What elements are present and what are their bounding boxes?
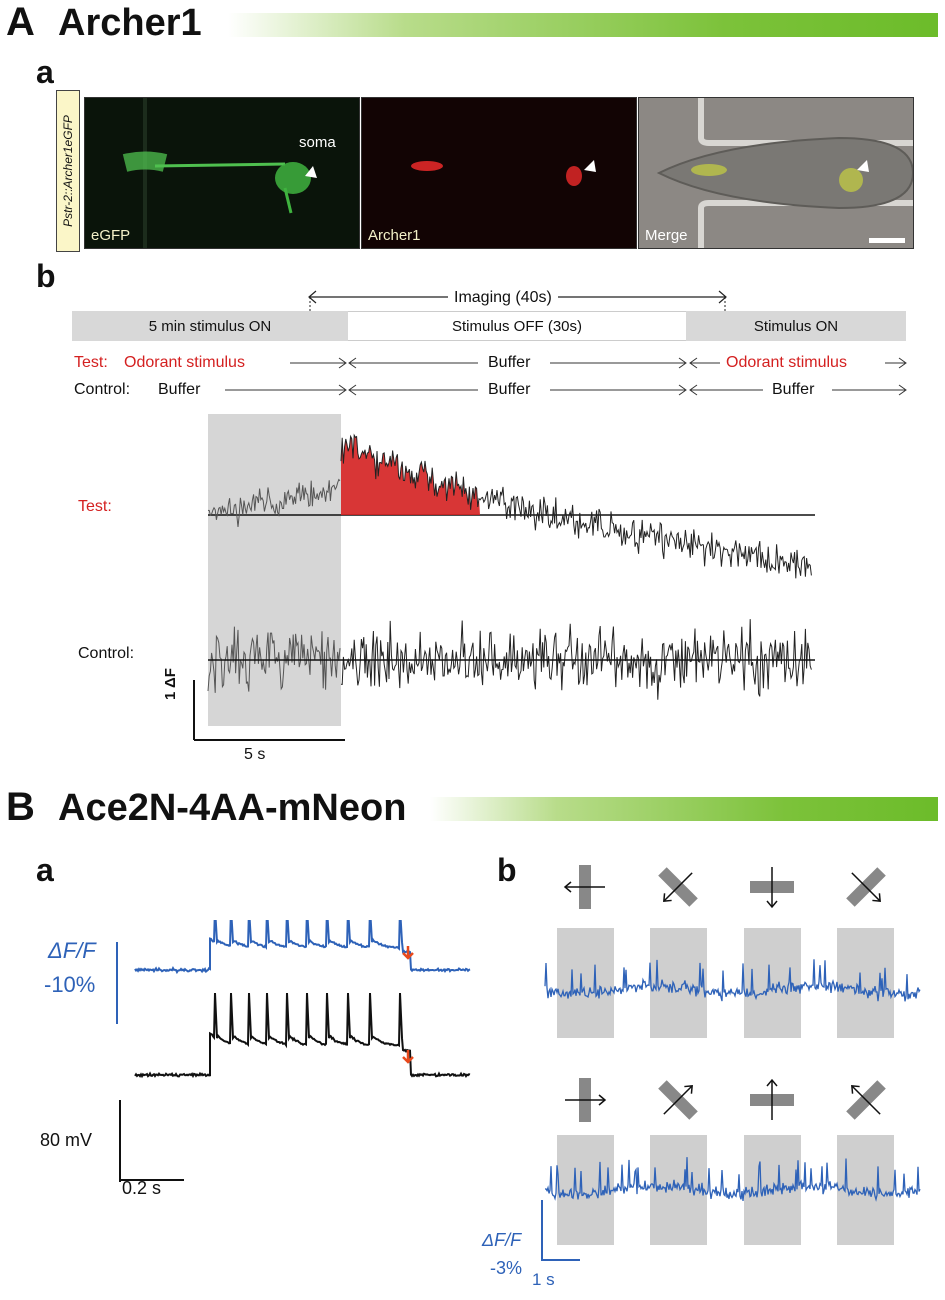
stim-block-top-1 — [650, 928, 707, 1038]
timeline-stimulus-on-2: Stimulus ON — [686, 311, 906, 341]
condition-arrows — [225, 357, 907, 396]
stop-arrow-1 — [402, 1050, 414, 1064]
merge-label: Merge — [645, 227, 688, 244]
control-row-item2: Buffer — [488, 381, 531, 398]
test-row-item1: Odorant stimulus — [124, 354, 245, 371]
panel-b-header-bar — [430, 797, 938, 821]
scale-x-label-a: 5 s — [244, 746, 266, 763]
archer1-image: Archer1 — [361, 97, 637, 249]
egfp-label: eGFP — [91, 227, 131, 244]
panel-a-sub-a: a — [36, 54, 54, 90]
stop-arrow-0 — [402, 946, 414, 960]
test-row-item3: Odorant stimulus — [726, 354, 847, 371]
ba-time-label: 0.2 s — [122, 1178, 162, 1198]
bb-time-label: 1 s — [532, 1270, 555, 1289]
soma-label: soma — [299, 134, 336, 151]
archer-traces — [207, 433, 815, 700]
ba-mv-label: 80 mV — [40, 1130, 93, 1150]
test-trace-pre — [207, 478, 341, 527]
test-trace-post — [340, 433, 812, 579]
ace-b-traces — [541, 865, 921, 1261]
construct-label: Pstr-2::Archer1eGFP — [56, 90, 80, 252]
panel-a-letter: A — [6, 0, 35, 44]
bb-y-label-1: ΔF/F — [482, 1230, 522, 1250]
control-trace-pre — [207, 626, 341, 693]
timeline-stimulus-off: Stimulus OFF (30s) — [348, 311, 686, 341]
test-row-prefix: Test: — [74, 354, 108, 371]
test-row-item2: Buffer — [488, 354, 531, 371]
bb-scale-bar — [541, 1200, 580, 1261]
egfp-image: eGFP soma — [84, 97, 360, 249]
stim-block-top-0 — [557, 928, 614, 1038]
ace-b-trace-top — [544, 959, 921, 1002]
stim-block-bottom-3 — [837, 1135, 894, 1245]
imaging-label: Imaging (40s) — [448, 289, 558, 307]
panel-b-sub-a: a — [36, 852, 54, 888]
ba-black-scale — [119, 1100, 184, 1182]
merge-image: Merge — [638, 97, 914, 249]
control-row-item3: Buffer — [772, 381, 815, 398]
ace-fluorescence-trace — [134, 920, 471, 975]
ace-b-trace-bottom — [544, 1157, 921, 1202]
scale-bar-a — [193, 680, 345, 741]
ace-voltage-trace — [134, 992, 471, 1079]
scale-y-label-a: 1 ΔF — [162, 668, 179, 700]
test-response-fill — [341, 435, 480, 515]
control-trace-post — [340, 619, 812, 700]
stimulus-shaded-region — [208, 414, 341, 726]
panel-b-sub-b: b — [497, 852, 517, 888]
control-row-prefix: Control: — [74, 381, 131, 398]
ba-y-label-1: ΔF/F — [48, 938, 96, 963]
panel-a-title: Archer1 — [58, 2, 202, 44]
control-trace-label: Control: — [78, 645, 135, 662]
ba-y-label-2: -10% — [44, 972, 96, 997]
panel-a-sub-b: b — [36, 258, 56, 294]
bb-y-label-2: -3% — [490, 1258, 523, 1278]
panel-a-header-bar — [228, 13, 938, 37]
timeline-stimulus-on: 5 min stimulus ON — [72, 311, 348, 341]
control-row-item1: Buffer — [158, 381, 201, 398]
ace-a-traces — [116, 920, 471, 1182]
test-trace-label: Test: — [78, 498, 112, 515]
archer1-label: Archer1 — [368, 227, 421, 244]
panel-b-letter: B — [6, 785, 35, 829]
panel-b-title: Ace2N-4AA-mNeon — [58, 787, 407, 829]
